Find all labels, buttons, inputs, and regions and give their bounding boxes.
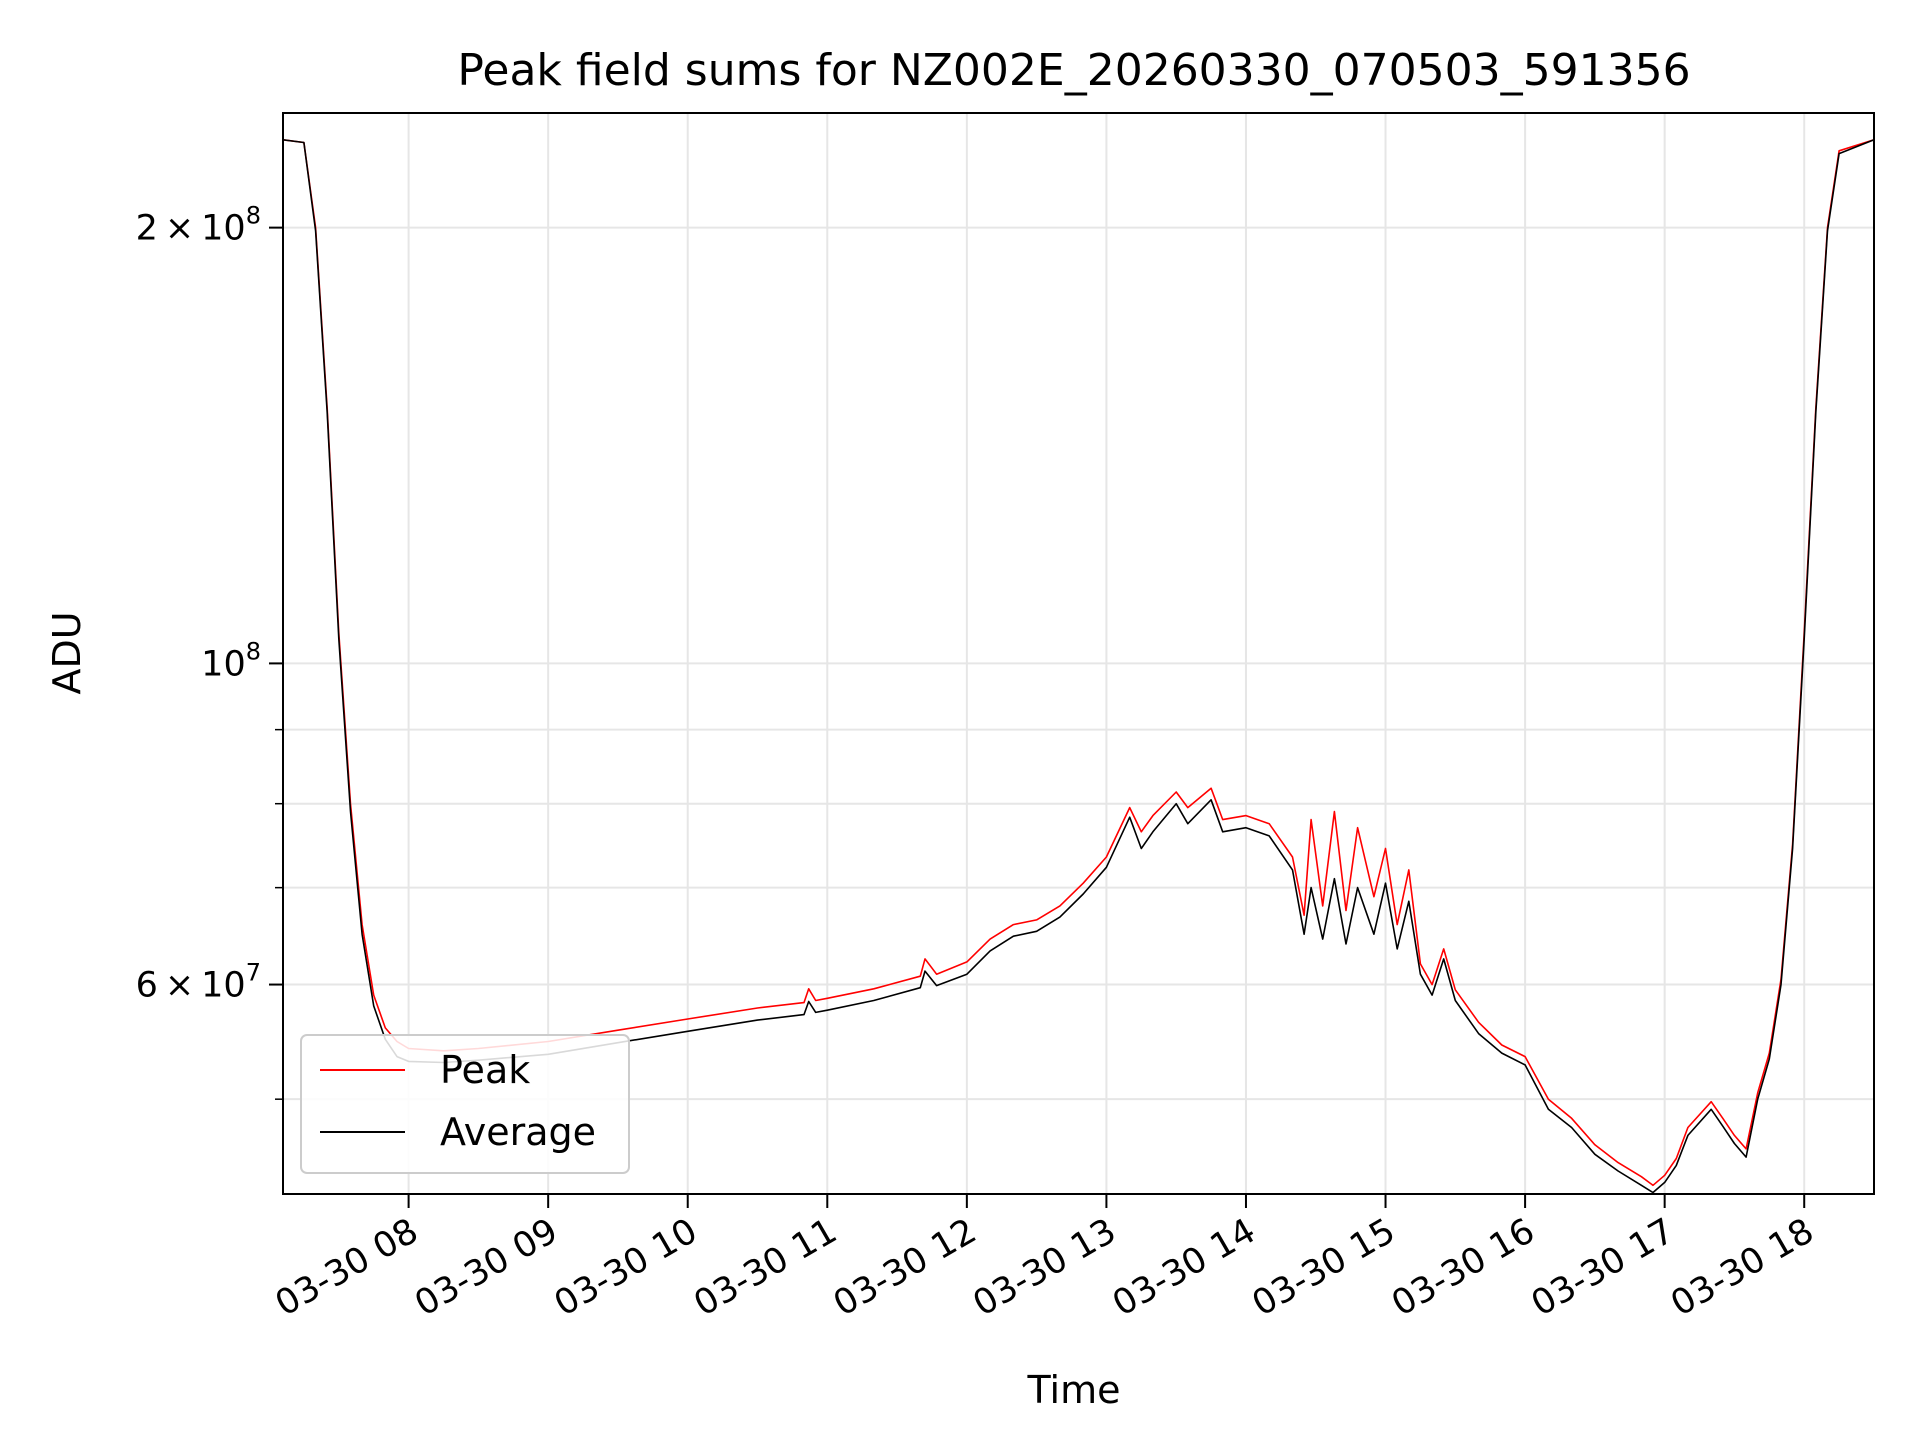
chart-title: Peak field sums for NZ002E_20260330_0705…	[457, 45, 1690, 96]
y-tick-label: 108	[201, 637, 261, 684]
plot-frame	[282, 112, 1875, 1195]
y-axis-label: ADU	[45, 611, 89, 694]
legend-label-peak: Peak	[440, 1048, 530, 1092]
legend: Peak Average	[300, 1034, 630, 1174]
y-axis: 6 × 107 108 2 × 108	[136, 202, 283, 1100]
y-tick-label: 2 × 108	[136, 202, 261, 249]
y-tick-label: 6 × 107	[136, 959, 261, 1006]
legend-label-average: Average	[440, 1110, 596, 1154]
x-axis-label: Time	[1027, 1368, 1121, 1412]
